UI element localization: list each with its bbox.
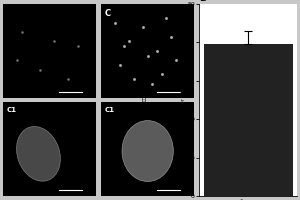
- Bar: [203, 44, 292, 196]
- Y-axis label: The number of nucleus: The number of nucleus: [181, 72, 186, 128]
- Text: C1: C1: [7, 107, 17, 113]
- Ellipse shape: [16, 126, 60, 181]
- Text: C: C: [105, 9, 111, 18]
- Text: C1: C1: [105, 107, 115, 113]
- Ellipse shape: [122, 121, 173, 181]
- Text: （个）细胞核数量: （个）细胞核数量: [143, 90, 147, 110]
- Text: D: D: [199, 0, 207, 3]
